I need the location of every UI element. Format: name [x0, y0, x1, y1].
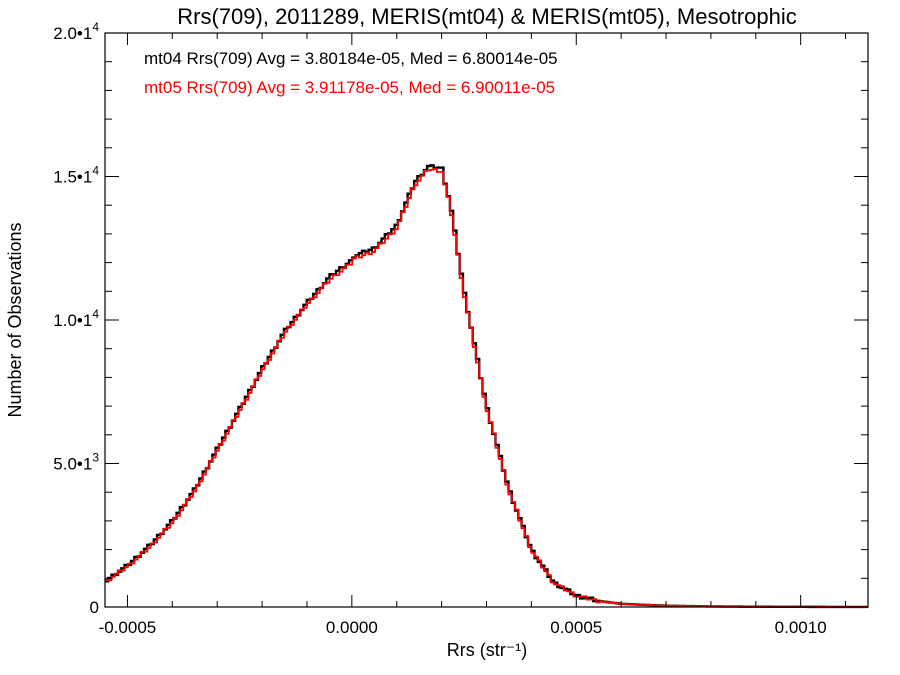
legend-annotation-mt04: mt04 Rrs(709) Avg = 3.80184e-05, Med = 6…	[144, 49, 558, 68]
series-line-1	[105, 168, 868, 608]
y-tick-label: 1.0•14	[53, 307, 99, 330]
series-line-0	[105, 164, 868, 609]
chart-title: Rrs(709), 2011289, MERIS(mt04) & MERIS(m…	[177, 4, 796, 29]
y-tick-label: 1.5•14	[53, 164, 99, 187]
x-tick-label: -0.0005	[99, 618, 157, 637]
x-axis-label: Rrs (str⁻¹)	[447, 640, 527, 660]
y-tick-label: 0	[90, 598, 99, 617]
x-tick-label: 0.0005	[550, 618, 602, 637]
plot-frame	[104, 32, 869, 608]
y-tick-label: 5.0•13	[53, 451, 99, 474]
x-tick-label: 0.0010	[775, 618, 827, 637]
x-tick-labels: -0.0005 0.0000 0.0005 0.0010	[99, 618, 827, 637]
y-tick-label: 2.0•14	[53, 20, 99, 43]
y-axis-label: Number of Observations	[5, 222, 25, 417]
series-layer	[105, 164, 868, 609]
y-tick-labels: 0 5.0•13 1.0•14 1.5•14 2.0•14	[53, 20, 99, 617]
x-tick-label: 0.0000	[326, 618, 378, 637]
ticks-layer	[105, 32, 868, 608]
legend-annotation-mt05: mt05 Rrs(709) Avg = 3.91178e-05, Med = 6…	[144, 78, 555, 97]
